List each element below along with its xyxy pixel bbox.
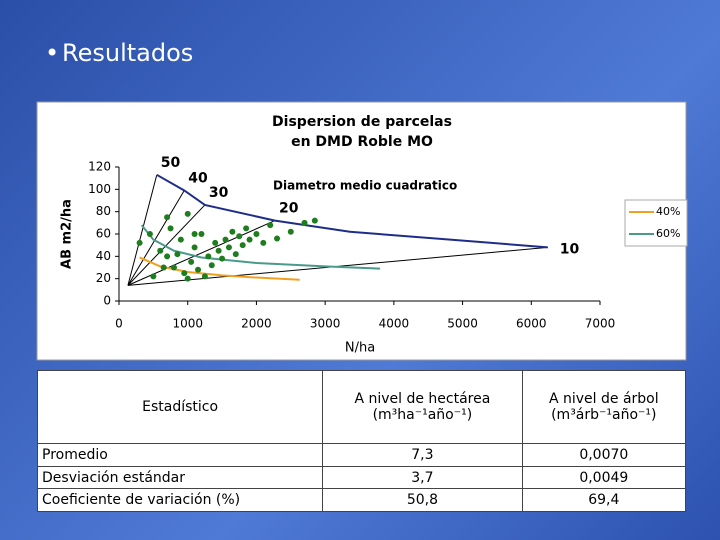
table-cell: 0,0049 [521,465,687,490]
curve [140,224,381,270]
x-tick-label: 4000 [379,317,410,331]
point [164,253,171,260]
point [164,214,171,221]
diameter-label: 30 [209,185,229,201]
point [184,275,191,282]
point [236,233,243,240]
x-tick-label: 6000 [516,317,547,331]
point [219,255,226,262]
y-tick-label: 20 [96,271,111,285]
table-header: Estadístico [36,369,324,445]
point [198,231,205,237]
x-tick-label: 1000 [172,317,203,331]
table-row: Promedio 7,3 0,0070 [36,443,687,467]
table-header: A nivel de hectárea (m³ha⁻¹año⁻¹) [322,369,523,445]
point [146,231,153,237]
legend-label: 40% [656,205,680,218]
point [191,244,198,251]
x-tick-label: 5000 [447,317,478,331]
point [136,239,143,246]
legend-label: 60% [656,227,680,240]
point [195,266,202,273]
table-cell: 69,4 [521,488,687,512]
y-axis-label: AB m2/ha [60,199,75,269]
chart-title: Dispersion de parcelas [272,114,452,130]
x-axis-label: N/ha [345,341,375,356]
y-tick-label: 0 [103,294,111,308]
point [181,270,188,277]
point [287,228,294,235]
diameter-label: 40 [188,170,208,186]
table-row: Desviación estándar 3,7 0,0049 [36,465,687,490]
header-text: A nivel de árbol [548,391,659,408]
point [208,262,215,269]
results-table: Estadístico A nivel de hectárea (m³ha⁻¹añ… [36,369,687,512]
diameter-line [127,204,206,286]
x-tick-label: 0 [115,317,123,331]
point [239,242,246,249]
diameter-label: 50 [161,155,181,171]
diameter-label: 20 [279,201,299,217]
point [274,235,281,242]
diameter-line [127,174,158,286]
point [229,228,236,235]
point [191,231,198,237]
point [260,239,267,246]
y-tick-label: 40 [96,249,111,263]
y-tick-label: 60 [96,227,111,241]
point [150,273,157,280]
point [225,244,232,251]
header-unit: (m³árb⁻¹año⁻¹) [551,407,657,424]
point [160,264,167,271]
point [188,258,195,265]
point [267,222,274,229]
bullet-dot: • [45,39,59,67]
point [215,247,222,254]
annotation: Diametro medio cuadratico [273,179,457,193]
chart-title: en DMD Roble MO [291,134,433,150]
point [170,264,177,271]
header-unit: (m³ha⁻¹año⁻¹) [372,407,473,424]
point [232,251,239,258]
x-tick-label: 2000 [241,317,272,331]
y-tick-label: 80 [96,204,111,218]
point [311,217,318,224]
x-tick-label: 3000 [310,317,341,331]
table-cell: Desviación estándar [36,465,324,490]
point [212,239,219,246]
point [184,210,191,217]
diameter-line [127,190,185,286]
table-cell: Promedio [36,443,324,467]
legend-box [624,199,688,247]
table-cell: 7,3 [322,443,523,467]
point [246,236,253,243]
table-cell: 50,8 [322,488,523,512]
diameter-label: 10 [560,241,580,257]
point [222,236,229,243]
table-header: A nivel de árbol (m³árb⁻¹año⁻¹) [521,369,687,445]
y-tick-label: 100 [88,182,111,196]
table-cell: 0,0070 [521,443,687,467]
table-row: Coeficiente de variación (%) 50,8 69,4 [36,488,687,512]
point [177,236,184,243]
point [201,273,208,280]
point [253,231,260,237]
y-tick-label: 120 [88,160,111,174]
point [157,247,164,254]
x-tick-label: 7000 [585,317,616,331]
point [167,225,174,232]
curve [156,173,548,249]
slide-bullet: Resultados [62,39,193,67]
table-cell: 3,7 [322,465,523,490]
point [174,251,181,258]
point [243,225,250,232]
point [205,253,212,260]
table-cell: Coeficiente de variación (%) [36,488,324,512]
header-text: A nivel de hectárea [354,391,491,408]
point [301,219,308,226]
